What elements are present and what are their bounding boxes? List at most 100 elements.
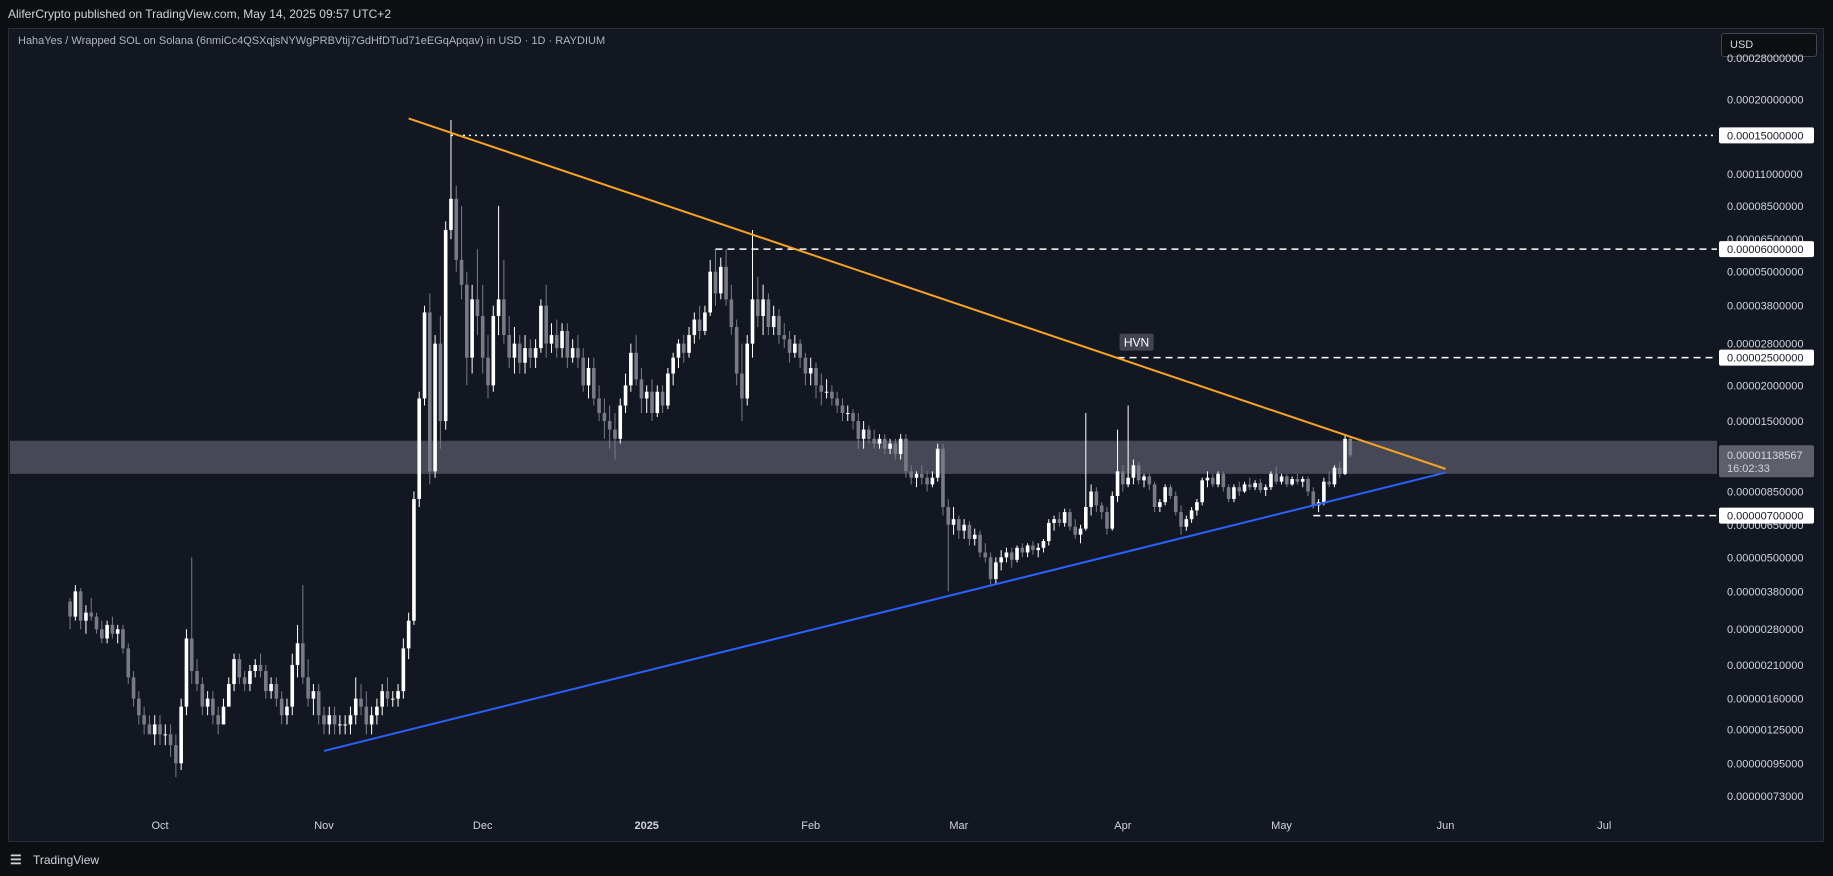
candle xyxy=(946,507,951,525)
candle xyxy=(539,305,543,349)
support-trendline xyxy=(323,471,1446,752)
candle xyxy=(920,473,924,478)
y-axis-label: 0.00028000000 xyxy=(1727,53,1803,65)
candle xyxy=(1158,502,1162,508)
y-axis-label: 0.00002800000 xyxy=(1727,339,1803,351)
candle xyxy=(1343,438,1347,474)
candle xyxy=(925,477,929,485)
candle xyxy=(1036,547,1040,551)
candle xyxy=(1253,483,1257,488)
y-axis-label: 0.00005000000 xyxy=(1727,267,1803,279)
candle xyxy=(1025,545,1030,553)
candle xyxy=(301,643,305,678)
candle xyxy=(306,677,310,699)
candle xyxy=(184,638,189,707)
x-axis-label: Nov xyxy=(314,820,334,832)
candle xyxy=(232,659,236,685)
y-axis-label: 0.00011000000 xyxy=(1727,169,1803,181)
candle xyxy=(364,706,369,725)
tradingview-logo-icon[interactable]: ☰ xyxy=(10,852,22,867)
candle xyxy=(359,698,363,707)
candle xyxy=(830,391,834,399)
candle xyxy=(988,557,993,579)
candle xyxy=(761,299,765,316)
x-axis-label: Dec xyxy=(473,820,493,832)
candle xyxy=(94,616,99,630)
candle xyxy=(126,648,131,678)
level-price-tag-label: 0.00000700000 xyxy=(1727,511,1803,523)
candle xyxy=(523,348,527,363)
candle xyxy=(73,591,78,617)
candle xyxy=(1152,484,1157,508)
candle xyxy=(819,385,824,392)
candle xyxy=(644,391,649,399)
price-chart[interactable]: HVN 0.00028000000 0.00020000000 0.000110000… xyxy=(0,0,1833,846)
chart-panel[interactable] xyxy=(8,28,1824,842)
candle xyxy=(888,443,892,449)
candle xyxy=(168,734,173,746)
candle xyxy=(824,391,829,393)
candle xyxy=(449,198,453,230)
candle xyxy=(570,348,575,358)
candle xyxy=(634,352,638,380)
symbol-info: HahaYes / Wrapped SOL on Solana (6nmiCc4… xyxy=(18,35,606,47)
candle xyxy=(380,691,384,707)
candle xyxy=(237,659,242,678)
candle xyxy=(750,299,755,344)
candle xyxy=(549,335,554,344)
candle xyxy=(131,677,136,699)
candle xyxy=(1073,526,1078,535)
candle xyxy=(502,299,506,336)
candle xyxy=(396,691,400,699)
candle xyxy=(1131,465,1136,478)
candle xyxy=(766,299,771,328)
candle xyxy=(994,562,998,579)
candle xyxy=(713,271,718,294)
candle xyxy=(512,343,517,358)
candle xyxy=(211,698,215,716)
candle xyxy=(1348,438,1353,456)
candle xyxy=(295,643,300,665)
candle xyxy=(581,357,586,386)
candle xyxy=(1057,519,1062,523)
candle xyxy=(1258,483,1263,491)
x-axis-label: May xyxy=(1271,820,1292,832)
candle xyxy=(226,684,231,707)
candle xyxy=(629,352,633,386)
candle xyxy=(560,330,564,349)
candle xyxy=(703,312,707,331)
candle xyxy=(84,612,88,621)
candle xyxy=(904,438,908,472)
candle xyxy=(100,629,104,639)
level-price-tag xyxy=(1719,241,1814,258)
candle xyxy=(1226,487,1231,500)
candle xyxy=(671,357,675,374)
candle xyxy=(115,629,120,634)
y-axis-label: 0.00000073000 xyxy=(1727,791,1803,803)
candle xyxy=(443,229,448,422)
currency-button[interactable]: USD xyxy=(1721,33,1817,57)
candle xyxy=(867,429,871,439)
candle xyxy=(718,266,723,294)
candle xyxy=(322,715,326,725)
candle xyxy=(962,524,966,531)
candle xyxy=(258,664,263,671)
published-by-text: AliferCrypto published on TradingView.co… xyxy=(8,7,391,21)
candle xyxy=(618,405,623,439)
candle xyxy=(385,691,390,699)
candle xyxy=(137,698,141,716)
candle xyxy=(724,266,728,300)
candle xyxy=(1332,467,1337,485)
y-axis-label: 0.00001500000 xyxy=(1727,416,1803,428)
footer-brand[interactable]: TradingView xyxy=(33,853,100,867)
candle xyxy=(983,552,988,558)
level-price-tag xyxy=(1719,127,1814,144)
candle xyxy=(1052,519,1056,523)
candle xyxy=(269,684,273,692)
candle xyxy=(507,335,511,358)
candle xyxy=(353,698,358,716)
candle xyxy=(666,373,670,406)
candle xyxy=(586,368,591,386)
candle xyxy=(152,724,157,735)
candle xyxy=(465,284,469,358)
